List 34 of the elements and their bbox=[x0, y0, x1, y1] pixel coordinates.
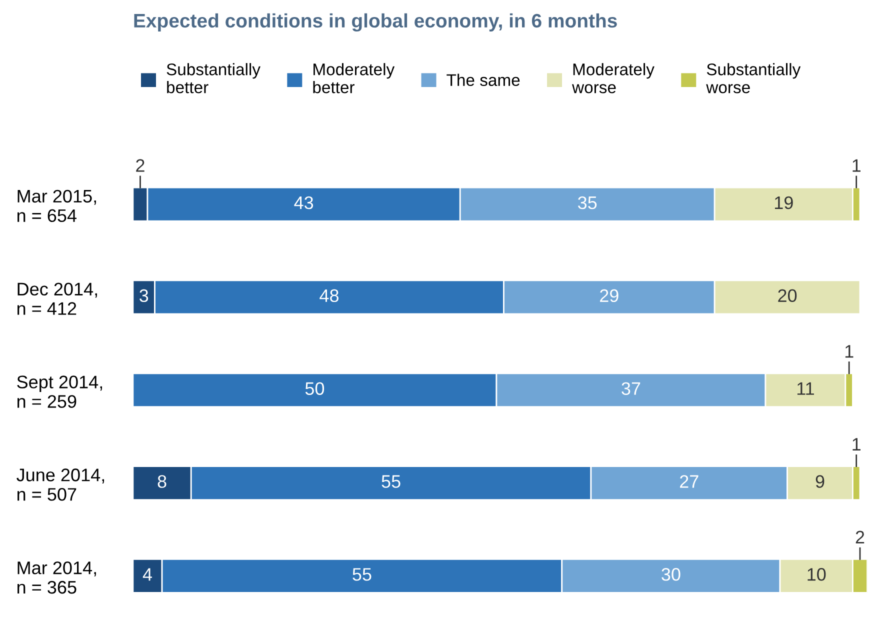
data-label: 20 bbox=[778, 289, 797, 302]
data-label: 2 bbox=[136, 159, 144, 172]
legend-label: Substantially worse bbox=[706, 63, 801, 94]
data-label: 10 bbox=[808, 568, 826, 581]
data-label: 19 bbox=[774, 196, 793, 210]
data-label: 1 bbox=[852, 438, 860, 450]
data-label: 9 bbox=[816, 475, 824, 488]
y-tick-label: Dec 2014, n = 412 bbox=[17, 282, 97, 315]
legend-label: Moderately better bbox=[313, 63, 395, 94]
data-label: 1 bbox=[845, 345, 854, 358]
data-label: 48 bbox=[320, 289, 339, 302]
data-label: 8 bbox=[158, 475, 166, 488]
chart-title: Expected conditions in global economy, in 6 months bbox=[134, 13, 617, 32]
data-label: 29 bbox=[600, 289, 618, 302]
y-tick-label: Mar 2015, n = 654 bbox=[17, 190, 96, 222]
data-label: 27 bbox=[680, 475, 698, 488]
legend-label: Moderately worse bbox=[572, 63, 654, 94]
legend-label: Substantially better bbox=[166, 63, 260, 94]
data-label: 3 bbox=[140, 289, 148, 302]
y-tick-label: June 2014, n = 507 bbox=[16, 468, 104, 501]
data-label: 50 bbox=[305, 382, 324, 395]
data-label: 1 bbox=[852, 159, 860, 172]
data-label: 55 bbox=[382, 475, 400, 488]
data-label: 43 bbox=[294, 196, 314, 210]
data-label: 35 bbox=[578, 196, 597, 210]
data-label: 55 bbox=[352, 568, 372, 581]
y-tick-label: Sept 2014, n = 259 bbox=[17, 376, 102, 408]
legend-label: The same bbox=[446, 74, 520, 86]
data-label: 2 bbox=[856, 530, 864, 544]
data-label: 4 bbox=[142, 568, 152, 581]
data-label: 37 bbox=[622, 382, 640, 395]
data-label: 30 bbox=[662, 568, 680, 581]
data-label: 11 bbox=[797, 382, 814, 395]
y-tick-label: Mar 2014, n = 365 bbox=[17, 561, 96, 594]
